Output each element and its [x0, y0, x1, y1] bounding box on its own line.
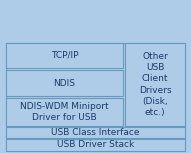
Bar [6, 70, 123, 96]
Text: Other
USB
Client
Drivers
(Disk,
etc.): Other USB Client Drivers (Disk, etc.) [139, 52, 172, 117]
Text: NDIS: NDIS [53, 78, 75, 88]
Text: TCP/IP: TCP/IP [51, 51, 78, 60]
Text: NDIS-WDM Miniport
Driver for USB: NDIS-WDM Miniport Driver for USB [20, 102, 109, 122]
Bar [6, 98, 123, 126]
Bar [6, 43, 123, 68]
Bar [6, 127, 185, 138]
Text: USB Driver Stack: USB Driver Stack [57, 140, 134, 149]
Bar [125, 43, 185, 126]
Bar [6, 139, 185, 151]
Text: USB Class Interface: USB Class Interface [51, 128, 140, 137]
Bar [6, 43, 185, 151]
